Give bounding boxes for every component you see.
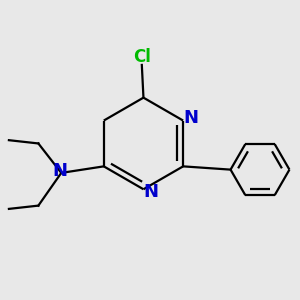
Text: Cl: Cl — [133, 48, 151, 66]
Text: N: N — [184, 109, 199, 127]
Text: N: N — [143, 183, 158, 201]
Text: N: N — [52, 162, 67, 180]
